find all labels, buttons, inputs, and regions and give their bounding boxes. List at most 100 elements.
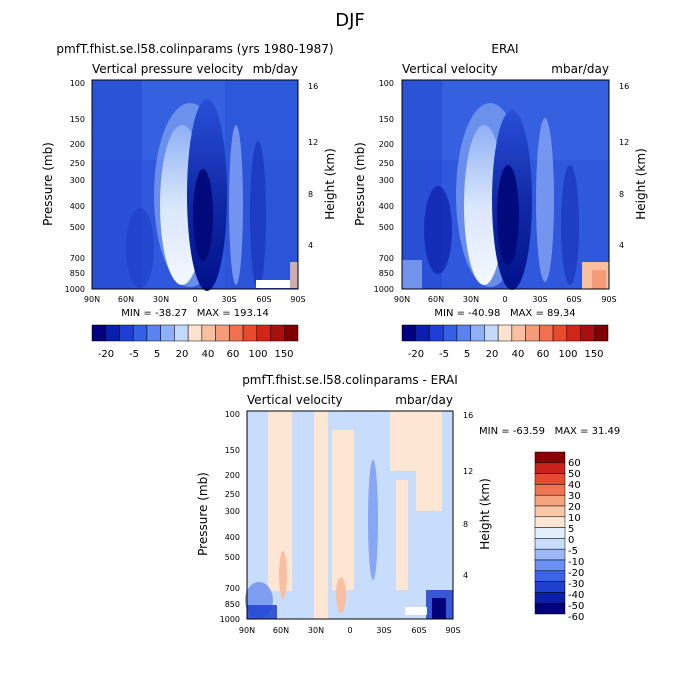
- x-tick-label: 60N: [118, 295, 134, 304]
- colorbar-swatch: [534, 570, 566, 582]
- colorbar-swatch: [415, 324, 430, 342]
- colorbar-swatch: [160, 324, 175, 342]
- y-tick-label: 100: [70, 79, 85, 88]
- colorbar-label: 100: [558, 349, 577, 360]
- height-tick-label: 12: [463, 467, 473, 476]
- y-tick-label: 150: [70, 115, 85, 124]
- colorbar-label: 20: [176, 349, 189, 360]
- x-tick-label: 30N: [153, 295, 169, 304]
- panel-obs-ylabel-right: Height (km): [634, 148, 648, 219]
- height-tick-label: 12: [619, 138, 629, 147]
- x-tick-label: 60S: [256, 295, 271, 304]
- y-tick-label: 150: [225, 446, 240, 455]
- y-tick-label: 1000: [65, 285, 85, 294]
- y-tick-label: 100: [225, 410, 240, 419]
- colorbar-label: -20: [568, 568, 584, 579]
- y-tick-label: 500: [379, 223, 394, 232]
- y-tick-label: 200: [379, 140, 394, 149]
- colorbar-label: 0: [568, 535, 574, 546]
- colorbar-label: -30: [568, 579, 584, 590]
- panel-diff-ylabel-right: Height (km): [478, 478, 492, 549]
- colorbar-label: 5: [568, 524, 574, 535]
- panel-diff-y-right-ticks: 16 12 8 4: [463, 411, 473, 580]
- x-tick-label: 30S: [221, 295, 236, 304]
- panel-model: pmfT.fhist.se.l58.colinparams (yrs 1980-…: [41, 42, 337, 360]
- colorbar-swatch: [525, 324, 540, 342]
- colorbar-label: -5: [439, 349, 449, 360]
- panel-diff-subtitle-left: Vertical velocity: [247, 393, 343, 407]
- x-tick-label: 90N: [394, 295, 410, 304]
- colorbar-label: 150: [274, 349, 293, 360]
- x-tick-label: 90S: [601, 295, 616, 304]
- x-tick-label: 30N: [308, 626, 324, 635]
- colorbar-swatch: [256, 324, 271, 342]
- panel-model-plot: [91, 79, 299, 291]
- panel-obs-subtitle-left: Vertical velocity: [402, 62, 498, 76]
- colorbar-swatch: [552, 324, 568, 342]
- colorbar-swatch: [132, 324, 148, 342]
- colorbar-label: 50: [568, 469, 581, 480]
- colorbar-swatch: [534, 548, 566, 561]
- colorbar-swatch: [534, 538, 566, 550]
- y-tick-label: 250: [225, 490, 240, 499]
- panel-obs-y-ticks: 100 150 200 250 300 400 500 700 850 1000: [374, 79, 394, 294]
- x-tick-label: 30S: [376, 626, 391, 635]
- y-tick-label: 100: [379, 79, 394, 88]
- colorbar-swatch: [566, 324, 581, 342]
- y-tick-label: 700: [70, 254, 85, 263]
- colorbar-label: 40: [512, 349, 525, 360]
- colorbar-swatch: [429, 324, 444, 342]
- height-tick-label: 16: [619, 82, 629, 91]
- panel-obs-ylabel: Pressure (mb): [353, 142, 367, 226]
- colorbar-swatch: [119, 324, 134, 342]
- colorbar-label: -10: [568, 557, 584, 568]
- colorbar-label: 10: [568, 513, 581, 524]
- panel-obs: ERAI Vertical velocity mbar/day 100 150 …: [353, 42, 648, 360]
- panel-diff-title: pmfT.fhist.se.l58.colinparams - ERAI: [242, 373, 458, 387]
- colorbar-swatch: [534, 494, 566, 507]
- panel-obs-x-ticks: 90N 60N 30N 0 30S 60S 90S: [394, 295, 617, 304]
- colorbar-swatch: [534, 451, 566, 464]
- x-tick-label: 90S: [445, 626, 460, 635]
- colorbar-swatch: [105, 324, 120, 342]
- x-tick-label: 60S: [566, 295, 581, 304]
- figure-title: DJF: [335, 10, 365, 31]
- y-tick-label: 700: [379, 254, 394, 263]
- colorbar-label: -60: [568, 612, 584, 623]
- panel-diff-subtitle-right: mbar/day: [395, 393, 453, 407]
- colorbar-swatch: [534, 484, 566, 496]
- panel-model-y-right-ticks: 16 12 8 4: [308, 82, 318, 250]
- colorbar-swatch: [215, 324, 230, 342]
- colorbar-swatch: [534, 516, 566, 528]
- height-tick-label: 16: [308, 82, 318, 91]
- panel-obs-colorbar-labels: -20 -5 5 20 40 60 100 150: [408, 349, 604, 360]
- y-tick-label: 400: [225, 533, 240, 542]
- colorbar-swatch: [534, 527, 566, 539]
- colorbar-label: -5: [129, 349, 139, 360]
- panel-model-title: pmfT.fhist.se.l58.colinparams (yrs 1980-…: [56, 42, 333, 56]
- colorbar-label: -5: [568, 546, 578, 557]
- height-tick-label: 4: [463, 571, 468, 580]
- colorbar-label: 60: [227, 349, 240, 360]
- panel-model-x-ticks: 90N 60N 30N 0 30S 60S 90S: [84, 295, 306, 304]
- colorbar-swatch: [594, 324, 609, 342]
- colorbar-label: 5: [464, 349, 470, 360]
- panel-diff-ylabel: Pressure (mb): [196, 472, 210, 556]
- panel-model-colorbar: [91, 324, 299, 342]
- height-tick-label: 8: [308, 190, 313, 199]
- height-tick-label: 16: [463, 411, 473, 420]
- colorbar-swatch: [201, 324, 216, 342]
- y-tick-label: 850: [70, 269, 85, 278]
- colorbar-swatch: [187, 324, 203, 342]
- colorbar-label: 100: [248, 349, 267, 360]
- panel-model-y-ticks: 100 150 200 250 300 400 500 700 850 1000: [65, 79, 85, 294]
- panel-diff-stats: MIN = -63.59 MAX = 31.49: [479, 426, 620, 437]
- colorbar-swatch: [401, 324, 416, 342]
- colorbar-swatch: [91, 324, 106, 342]
- panel-obs-y-right-ticks: 16 12 8 4: [619, 82, 629, 250]
- y-tick-label: 300: [225, 507, 240, 516]
- colorbar-swatch: [146, 324, 161, 342]
- panel-diff: pmfT.fhist.se.l58.colinparams - ERAI Ver…: [196, 373, 620, 635]
- x-tick-label: 30N: [463, 295, 479, 304]
